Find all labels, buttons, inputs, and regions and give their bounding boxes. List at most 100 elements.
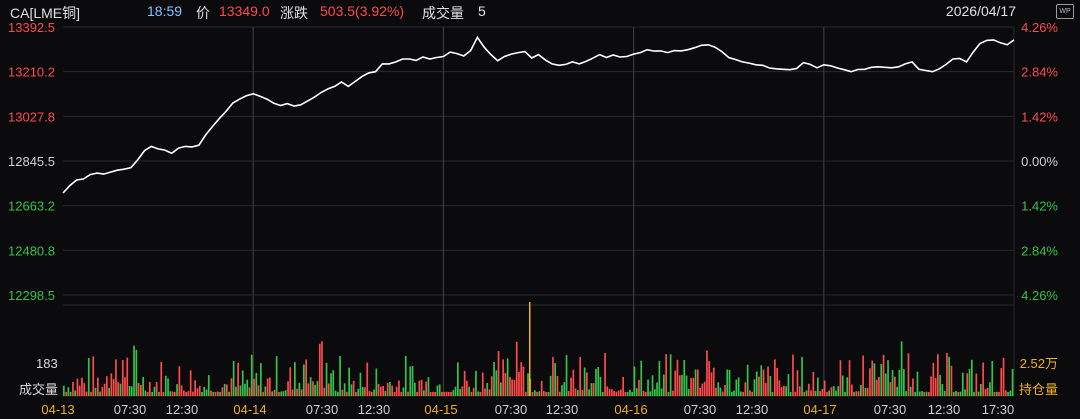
volume-bar [635, 388, 638, 396]
volume-bar [871, 360, 874, 396]
volume-bar [821, 388, 824, 396]
x-tick: 07:30 [114, 402, 147, 417]
volume-bar [404, 355, 407, 396]
volume-bar [900, 341, 903, 396]
volume-bar [74, 390, 76, 396]
y-tick-left: 12845.5 [8, 154, 55, 169]
volume-bar [724, 385, 726, 396]
volume-bar [534, 390, 536, 396]
volume-bar [171, 391, 174, 396]
volume-bar [280, 391, 283, 396]
volume-bar [810, 390, 812, 396]
volume-bar [749, 390, 751, 396]
volume-bar [115, 359, 117, 396]
volume-bar [432, 391, 434, 396]
volume-bar [219, 392, 221, 396]
volume-bar [832, 386, 835, 396]
volume-bar [409, 366, 412, 396]
volume-bar [561, 385, 563, 396]
volume-bar [531, 392, 534, 396]
volume-bar [108, 387, 110, 396]
volume-bar [158, 391, 160, 396]
volume-bar [357, 388, 360, 396]
symbol-name[interactable]: CA[LME铜] [10, 5, 81, 21]
volume-bar [699, 387, 701, 396]
y-tick-left: 12663.2 [8, 199, 55, 214]
volume-bar [721, 391, 724, 396]
volume-bar [941, 384, 944, 396]
volume-bar [547, 392, 550, 396]
volume-bar [889, 382, 892, 396]
volume-bar [167, 378, 169, 396]
volume-bar [402, 387, 405, 396]
volume-bar [909, 386, 912, 396]
volume-bar [121, 360, 124, 396]
volume-bar [774, 359, 776, 396]
x-tick: 12:30 [546, 402, 579, 417]
volume-bar [207, 375, 210, 396]
volume-bar [321, 341, 323, 396]
volume-bar [798, 386, 801, 396]
volume-bar [361, 387, 364, 396]
volume-bar [266, 378, 269, 396]
volume-bar [903, 369, 905, 396]
volume-bar [151, 391, 153, 396]
volume-bar [1011, 368, 1014, 396]
volume-bar [620, 389, 622, 396]
volume-bar [153, 386, 156, 396]
volume-bar [416, 392, 418, 396]
volume-bar [882, 354, 885, 396]
volume-bar [223, 383, 226, 396]
volume-bar [140, 384, 142, 396]
volume-bar [884, 373, 887, 396]
volume-bar [119, 383, 122, 396]
volume-bar [309, 377, 312, 396]
x-tick: 04-14 [233, 402, 266, 417]
volume-bar [1000, 368, 1003, 396]
volume-bar [567, 391, 570, 396]
volume-bar [117, 382, 119, 396]
volume-bar [318, 343, 321, 396]
open-interest-legend: 持仓量 [1019, 382, 1058, 397]
volume-bar [427, 377, 430, 396]
volume-bar [783, 385, 785, 396]
volume-bar [581, 390, 584, 396]
volume-bar [364, 387, 366, 396]
volume-bar [264, 386, 267, 396]
volume-bar [97, 377, 99, 396]
volume-bar [250, 354, 253, 396]
volume-bar [305, 359, 307, 396]
volume-bar [690, 377, 692, 396]
volume-bar [217, 391, 219, 396]
volume-bar [389, 382, 391, 396]
volume-bar [232, 361, 235, 396]
volume-bar [966, 373, 969, 396]
volume-bar [651, 375, 654, 396]
volume-bar [241, 370, 244, 396]
volume-bar [1004, 390, 1007, 396]
volume-bar [751, 391, 753, 396]
volume-bar [672, 390, 674, 396]
volume-bar [450, 391, 452, 396]
x-tick: 12:30 [928, 402, 961, 417]
volume-bar [930, 376, 932, 396]
volume-bar [545, 391, 547, 396]
volume-bar [986, 387, 989, 396]
volume-bar [794, 391, 797, 396]
volume-bar [835, 390, 837, 396]
volume-bar [198, 386, 201, 396]
volume-bar [971, 359, 973, 396]
wp-icon[interactable]: WP [1056, 4, 1074, 19]
volume-bar [968, 368, 971, 396]
volume-bar [515, 341, 518, 396]
volume-bar [164, 375, 167, 396]
volume-bar [796, 370, 799, 396]
volume-bar [135, 350, 138, 396]
volume-bar [853, 391, 855, 396]
volume-bar [323, 387, 326, 396]
volume-bar [434, 392, 436, 396]
volume-bar [490, 376, 493, 396]
volume-bar [939, 374, 941, 396]
volume-bar [189, 370, 192, 396]
